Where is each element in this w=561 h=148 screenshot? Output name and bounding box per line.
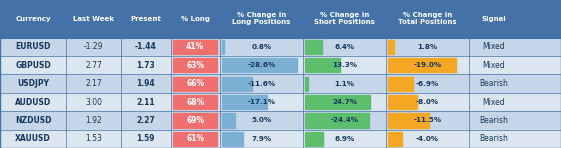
Text: Mixed: Mixed [482,98,505,107]
Bar [0,0,561,38]
Text: USDJPY: USDJPY [17,79,49,88]
Bar [0,93,561,111]
Text: 41%: 41% [186,42,204,51]
Bar [305,58,340,73]
Text: % Change in
Total Positions: % Change in Total Positions [398,12,457,25]
Bar [0,38,561,56]
Text: -1.29: -1.29 [84,42,103,51]
Text: -17.1%: -17.1% [247,99,275,105]
Text: 1.59: 1.59 [137,134,155,143]
Bar [173,40,218,54]
Bar [173,58,218,73]
Bar [173,95,218,109]
Bar [222,95,267,109]
Text: XAUUSD: XAUUSD [15,134,51,143]
Text: 3.00: 3.00 [85,98,102,107]
Text: % Long: % Long [181,16,210,22]
Text: 2.17: 2.17 [85,79,102,88]
Text: -19.0%: -19.0% [413,62,442,68]
Bar [0,130,561,148]
Bar [222,77,252,91]
Text: 2.77: 2.77 [85,61,102,70]
Bar [305,132,323,146]
Text: Mixed: Mixed [482,42,505,51]
Text: 2.27: 2.27 [136,116,155,125]
Text: AUDUSD: AUDUSD [15,98,51,107]
Text: 0.8%: 0.8% [251,44,272,50]
Text: 6.9%: 6.9% [334,136,355,142]
Text: 1.73: 1.73 [136,61,155,70]
Text: 24.7%: 24.7% [332,99,357,105]
Bar [173,77,218,91]
Text: EURUSD: EURUSD [15,42,51,51]
Text: 1.92: 1.92 [85,116,102,125]
Text: 68%: 68% [186,98,204,107]
Bar [173,113,218,128]
Text: -4.0%: -4.0% [416,136,439,142]
Bar [305,77,308,91]
Text: -24.4%: -24.4% [330,117,358,123]
Bar [0,74,561,93]
Text: Bearish: Bearish [479,134,508,143]
Text: 1.8%: 1.8% [417,44,438,50]
Text: Present: Present [130,16,162,22]
Text: 1.1%: 1.1% [334,81,355,87]
Text: 1.94: 1.94 [136,79,155,88]
Text: 13.3%: 13.3% [332,62,357,68]
Text: -11.5%: -11.5% [413,117,442,123]
Bar [388,58,456,73]
Bar [0,111,561,130]
Text: -1.44: -1.44 [135,42,157,51]
Bar [222,132,243,146]
Text: Bearish: Bearish [479,116,508,125]
Text: 63%: 63% [186,61,204,70]
Text: -11.6%: -11.6% [247,81,275,87]
Bar [173,132,218,146]
Bar [388,132,402,146]
Bar [222,58,297,73]
Text: 61%: 61% [186,134,204,143]
Text: -28.6%: -28.6% [247,62,275,68]
Text: 66%: 66% [186,79,204,88]
Text: 1.53: 1.53 [85,134,102,143]
Text: % Change in
Short Positions: % Change in Short Positions [314,12,375,25]
Text: 5.0%: 5.0% [251,117,272,123]
Bar [388,95,417,109]
Text: -8.0%: -8.0% [416,99,439,105]
Text: GBPUSD: GBPUSD [15,61,51,70]
Text: 6.4%: 6.4% [334,44,355,50]
Bar [222,113,235,128]
Bar [388,113,429,128]
Text: NZDUSD: NZDUSD [15,116,52,125]
Text: Bearish: Bearish [479,79,508,88]
Bar [0,56,561,74]
Bar [305,95,370,109]
Text: Signal: Signal [481,16,506,22]
Text: Mixed: Mixed [482,61,505,70]
Text: % Change in
Long Positions: % Change in Long Positions [232,12,291,25]
Text: 69%: 69% [186,116,204,125]
Bar [222,40,224,54]
Bar [388,77,413,91]
Text: -6.9%: -6.9% [416,81,439,87]
Bar [388,40,394,54]
Text: 2.11: 2.11 [136,98,155,107]
Bar [305,40,322,54]
Text: 7.9%: 7.9% [251,136,272,142]
Bar [305,113,369,128]
Text: Last Week: Last Week [73,16,114,22]
Text: Currency: Currency [15,16,51,22]
